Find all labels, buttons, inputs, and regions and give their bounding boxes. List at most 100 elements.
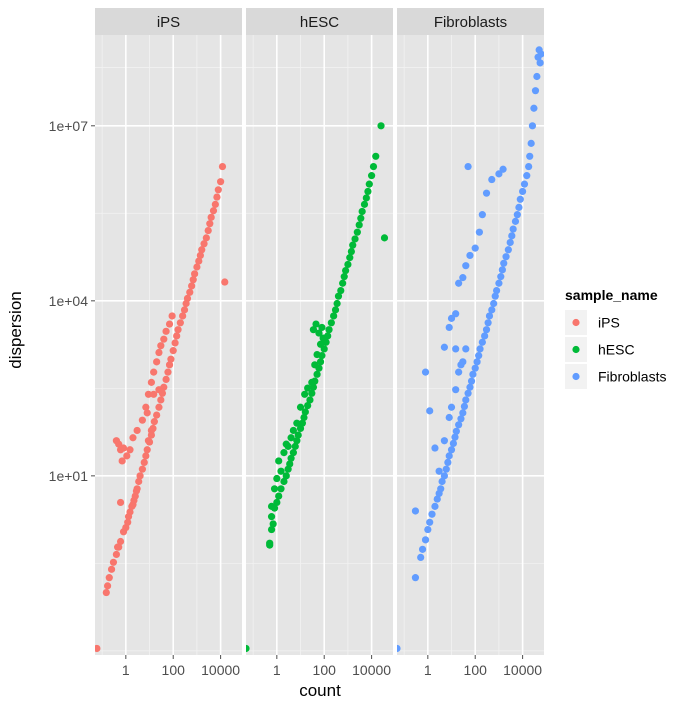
data-point [284,442,292,450]
data-point [282,472,290,480]
data-point [528,122,537,130]
x-tick-label: 1 [424,662,432,678]
data-point [144,437,153,445]
data-point [126,446,134,454]
data-point [138,416,146,424]
data-point [270,485,279,493]
data-point [211,200,219,208]
data-point [150,390,158,398]
data-point [277,485,285,493]
data-point [109,558,118,566]
panel-fibroblasts: Fibroblasts [397,8,544,655]
data-point [115,440,123,448]
data-point [527,139,535,147]
data-point [437,485,445,493]
data-point [155,386,163,394]
data-point [179,312,187,320]
data-point [466,251,474,260]
data-point [475,228,483,236]
data-point [337,286,345,295]
data-point [217,178,225,186]
data-point [107,565,116,573]
legend-item-hesc: hESC [565,337,635,362]
data-point [273,498,281,507]
data-point [209,207,218,215]
data-point [301,408,309,416]
data-point [301,390,309,398]
data-point [431,444,439,452]
data-point [438,477,446,486]
data-point [126,508,134,516]
data-point [105,574,113,582]
data-point [269,520,277,528]
data-point [344,260,352,269]
data-point [464,162,472,171]
y-axis-title: dispersion [6,291,25,369]
data-point [165,361,174,369]
data-point [495,279,503,287]
data-point [340,273,348,281]
x-tick-label: 10000 [201,662,240,678]
data-point [455,421,463,429]
x-tick-label: 10000 [503,662,542,678]
data-point [133,426,141,435]
data-point [469,370,477,378]
data-point [360,200,369,208]
data-point [482,326,491,334]
data-point [198,246,206,254]
data-point [155,403,163,411]
data-point [473,358,481,366]
data-point [462,262,470,270]
data-point [293,437,301,445]
data-point [411,507,420,515]
data-point [140,458,148,467]
data-point [452,386,460,394]
data-point [418,545,427,553]
data-point [275,457,283,465]
data-point [488,175,496,184]
data-point [484,319,492,327]
data-point [519,187,527,196]
data-point [364,187,372,196]
data-point [504,246,512,254]
data-point [298,419,306,427]
data-point [142,403,150,411]
data-point [440,437,448,445]
data-point [123,452,131,460]
data-point [516,195,524,203]
data-point [490,299,498,308]
data-point [485,312,494,320]
legend: sample_name iPS hESC Fibroblasts [565,287,666,389]
plot-panels: iPS hESC Fibroblasts [95,8,544,655]
data-point [102,588,110,597]
data-point [304,402,312,410]
data-point [457,361,465,369]
data-point [246,644,250,653]
data-point [372,152,380,160]
data-point [162,327,170,335]
data-point [289,449,297,457]
data-point [186,288,194,296]
data-point [471,364,479,372]
data-point [481,332,489,340]
x-axis-title: count [299,681,341,700]
data-point [312,320,320,328]
data-point [533,72,541,81]
data-point [116,498,125,507]
data-point [362,194,370,202]
data-point [445,452,453,460]
axes: 1 100 10000 1 100 10000 1 100 10000 1e+01 1e+04 1e+… [49,118,543,678]
data-point [380,234,389,242]
data-point [421,368,430,376]
facet-strip [95,8,242,35]
data-point [515,203,523,211]
y-tick-label: 1e+04 [49,293,89,309]
facet-label: hESC [300,14,339,31]
data-point [143,446,151,454]
data-point [445,413,453,422]
data-point [498,266,506,274]
data-point [459,409,467,417]
data-point [112,550,120,559]
data-point [333,299,341,308]
data-point [202,234,210,242]
